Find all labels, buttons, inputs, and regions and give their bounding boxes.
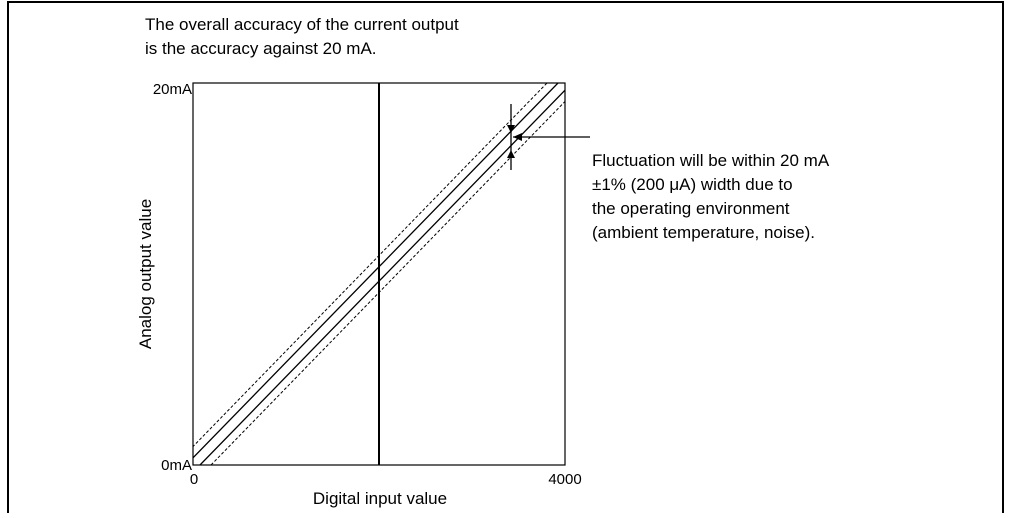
frame: [7, 1, 1004, 513]
arrowheads: [507, 125, 515, 158]
lines: [193, 83, 565, 465]
tolerance-line: [210, 100, 565, 465]
x-right-label: 4000: [548, 471, 581, 488]
y-bottom-label: 0mA: [161, 457, 192, 474]
annotation-line: the operating environment: [592, 199, 790, 218]
annotation-line: ±1% (200 μA) width due to: [592, 175, 793, 194]
title-line: is the accuracy against 20 mA.: [145, 39, 377, 58]
title-line: The overall accuracy of the current outp…: [145, 15, 459, 34]
ideal-line: [199, 89, 565, 465]
y-top-label: 20mA: [153, 81, 192, 98]
annotation-line: (ambient temperature, noise).: [592, 223, 815, 242]
x-left-label: 0: [190, 471, 198, 488]
x-axis-title: Digital input value: [313, 489, 447, 508]
annotation-line: Fluctuation will be within 20 mA: [592, 151, 830, 170]
tolerance-line: [193, 83, 548, 448]
leader-arrow: [513, 133, 522, 141]
y-axis-title: Analog output value: [136, 199, 155, 349]
ideal-line: [193, 83, 559, 459]
